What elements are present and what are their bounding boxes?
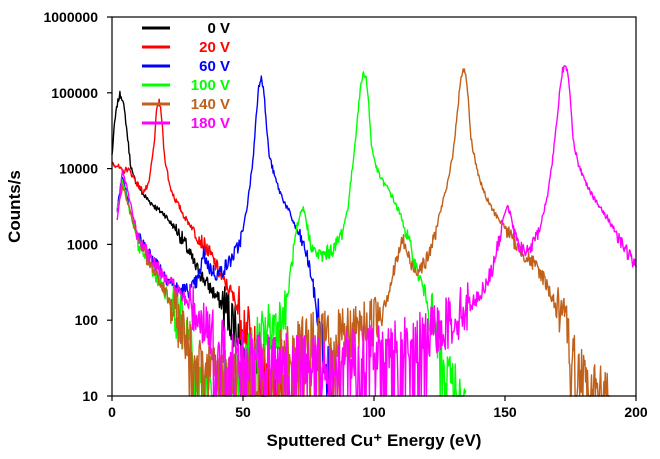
x-tick-label: 50 xyxy=(235,404,251,420)
x-tick-label: 150 xyxy=(493,404,517,420)
x-tick-label: 100 xyxy=(362,404,386,420)
legend: 0 V 20 V 60 V 100 V 140 V 180 V xyxy=(142,20,230,132)
y-tick-label: 100 xyxy=(75,312,99,328)
legend-label: 0 V xyxy=(207,20,230,37)
y-tick-label: 1000 xyxy=(67,236,98,252)
series-line xyxy=(116,65,637,397)
legend-label: 180 V xyxy=(191,115,230,132)
legend-label: 140 V xyxy=(191,96,230,113)
y-tick-label: 100000 xyxy=(51,85,98,101)
x-tick-label: 0 xyxy=(108,404,116,420)
x-tick-label: 200 xyxy=(624,404,648,420)
y-tick-label: 1000000 xyxy=(43,9,98,25)
legend-label: 20 V xyxy=(199,39,230,56)
plot-area xyxy=(111,65,637,397)
axes: 0 50 100 150 200 10 100 1000 10000 100000 1000000 xyxy=(43,9,647,420)
series-line xyxy=(116,71,467,397)
legend-label: 60 V xyxy=(199,58,230,75)
y-tick-label: 10000 xyxy=(59,161,98,177)
x-axis-title: Sputtered Cu⁺ Energy (eV) xyxy=(267,431,482,450)
y-tick-label: 10 xyxy=(82,388,98,404)
legend-label: 100 V xyxy=(191,77,230,94)
y-axis-title: Counts/s xyxy=(5,170,24,243)
